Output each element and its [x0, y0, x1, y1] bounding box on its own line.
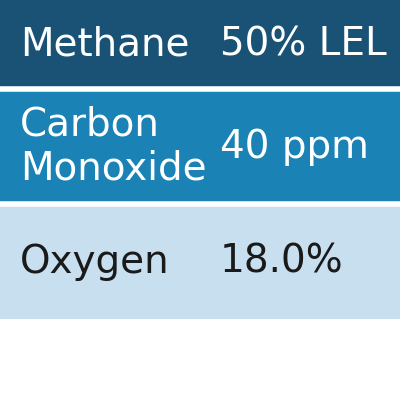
Text: 50% LEL: 50% LEL — [220, 26, 386, 64]
Text: Oxygen: Oxygen — [20, 243, 170, 281]
Bar — [0, 204, 400, 319]
Text: Carbon
Monoxide: Carbon Monoxide — [20, 106, 207, 188]
Text: Methane: Methane — [20, 26, 189, 64]
Text: 18.0%: 18.0% — [220, 243, 344, 281]
Text: 40 ppm: 40 ppm — [220, 128, 369, 166]
Bar — [0, 0, 400, 89]
Bar — [0, 89, 400, 204]
